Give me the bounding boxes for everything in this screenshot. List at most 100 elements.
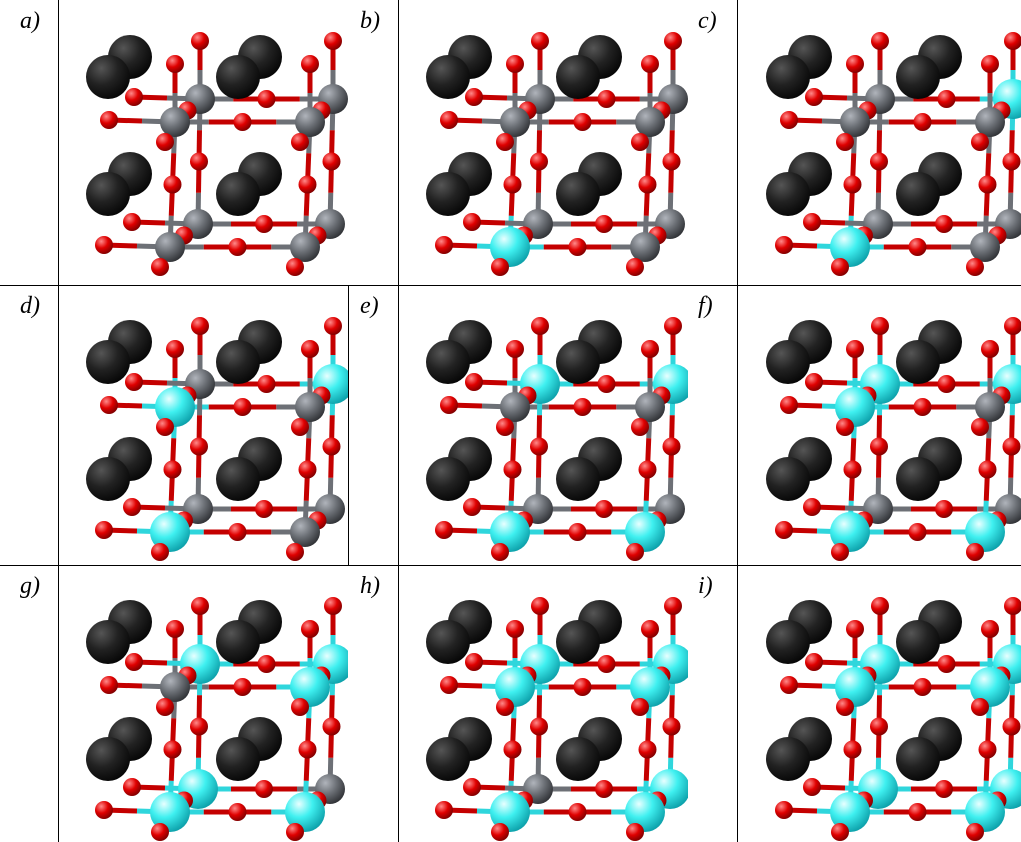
large-atom bbox=[426, 55, 470, 99]
large-atom bbox=[896, 620, 940, 664]
large-atom bbox=[86, 340, 130, 384]
oxygen-atom bbox=[463, 778, 481, 796]
oxygen-atom bbox=[234, 678, 252, 696]
oxygen-atom bbox=[531, 32, 549, 50]
oxygen-atom bbox=[191, 32, 209, 50]
oxygen-atom bbox=[156, 698, 174, 716]
metal-atom bbox=[290, 232, 320, 262]
oxygen-atom bbox=[938, 655, 956, 673]
oxygen-atom bbox=[639, 741, 657, 759]
oxygen-atom bbox=[870, 153, 888, 171]
oxygen-atom bbox=[971, 698, 989, 716]
large-atom bbox=[216, 172, 260, 216]
large-atom bbox=[556, 172, 600, 216]
oxygen-atom bbox=[831, 258, 849, 276]
oxygen-atom bbox=[569, 238, 587, 256]
oxygen-atom bbox=[914, 398, 932, 416]
oxygen-atom bbox=[981, 55, 999, 73]
oxygen-atom bbox=[663, 718, 681, 736]
large-atom bbox=[216, 737, 260, 781]
crystal-structure bbox=[738, 567, 1021, 842]
oxygen-atom bbox=[598, 90, 616, 108]
oxygen-atom bbox=[844, 461, 862, 479]
oxygen-atom bbox=[938, 90, 956, 108]
large-atom bbox=[766, 457, 810, 501]
oxygen-atom bbox=[626, 543, 644, 561]
oxygen-atom bbox=[504, 176, 522, 194]
oxygen-atom bbox=[1003, 718, 1021, 736]
oxygen-atom bbox=[966, 543, 984, 561]
oxygen-atom bbox=[100, 111, 118, 129]
oxygen-atom bbox=[836, 698, 854, 716]
oxygen-atom bbox=[803, 498, 821, 516]
oxygen-atom bbox=[641, 340, 659, 358]
metal-atom bbox=[630, 232, 660, 262]
oxygen-atom bbox=[595, 500, 613, 518]
oxygen-atom bbox=[935, 215, 953, 233]
oxygen-atom bbox=[780, 396, 798, 414]
oxygen-atom bbox=[870, 718, 888, 736]
large-atom bbox=[556, 737, 600, 781]
oxygen-atom bbox=[291, 133, 309, 151]
large-atom bbox=[86, 737, 130, 781]
oxygen-atom bbox=[440, 676, 458, 694]
oxygen-atom bbox=[981, 620, 999, 638]
large-atom bbox=[86, 172, 130, 216]
oxygen-atom bbox=[871, 32, 889, 50]
oxygen-atom bbox=[663, 153, 681, 171]
oxygen-atom bbox=[123, 498, 141, 516]
oxygen-atom bbox=[166, 55, 184, 73]
oxygen-atom bbox=[871, 317, 889, 335]
large-atom bbox=[426, 457, 470, 501]
oxygen-atom bbox=[844, 176, 862, 194]
oxygen-atom bbox=[324, 597, 342, 615]
oxygen-atom bbox=[504, 741, 522, 759]
metal-atom bbox=[290, 517, 320, 547]
oxygen-atom bbox=[301, 340, 319, 358]
oxygen-atom bbox=[123, 213, 141, 231]
oxygen-atom bbox=[1004, 317, 1021, 335]
oxygen-atom bbox=[506, 55, 524, 73]
oxygen-atom bbox=[323, 438, 341, 456]
oxygen-atom bbox=[100, 676, 118, 694]
figure: a)b)c)d)e)f)g)h)i) bbox=[0, 0, 1021, 842]
large-atom bbox=[896, 55, 940, 99]
oxygen-atom bbox=[574, 398, 592, 416]
oxygen-atom bbox=[846, 340, 864, 358]
oxygen-atom bbox=[914, 113, 932, 131]
oxygen-atom bbox=[491, 258, 509, 276]
oxygen-atom bbox=[981, 340, 999, 358]
oxygen-atom bbox=[631, 133, 649, 151]
oxygen-atom bbox=[229, 523, 247, 541]
crystal-structure bbox=[738, 2, 1021, 278]
oxygen-atom bbox=[909, 238, 927, 256]
oxygen-atom bbox=[631, 418, 649, 436]
oxygen-atom bbox=[323, 718, 341, 736]
oxygen-atom bbox=[435, 236, 453, 254]
oxygen-atom bbox=[465, 88, 483, 106]
oxygen-atom bbox=[506, 340, 524, 358]
oxygen-atom bbox=[805, 653, 823, 671]
oxygen-atom bbox=[530, 438, 548, 456]
metal-atom bbox=[295, 107, 325, 137]
oxygen-atom bbox=[831, 543, 849, 561]
oxygen-atom bbox=[323, 153, 341, 171]
oxygen-atom bbox=[631, 698, 649, 716]
oxygen-atom bbox=[496, 698, 514, 716]
oxygen-atom bbox=[909, 803, 927, 821]
crystal-structure bbox=[58, 567, 348, 842]
row-border bbox=[0, 285, 1021, 286]
oxygen-atom bbox=[258, 655, 276, 673]
oxygen-atom bbox=[935, 780, 953, 798]
oxygen-atom bbox=[255, 215, 273, 233]
oxygen-atom bbox=[164, 741, 182, 759]
oxygen-atom bbox=[870, 438, 888, 456]
oxygen-atom bbox=[971, 418, 989, 436]
large-atom bbox=[426, 737, 470, 781]
large-atom bbox=[216, 620, 260, 664]
oxygen-atom bbox=[626, 823, 644, 841]
oxygen-atom bbox=[191, 597, 209, 615]
oxygen-atom bbox=[258, 90, 276, 108]
oxygen-atom bbox=[491, 823, 509, 841]
oxygen-atom bbox=[971, 133, 989, 151]
